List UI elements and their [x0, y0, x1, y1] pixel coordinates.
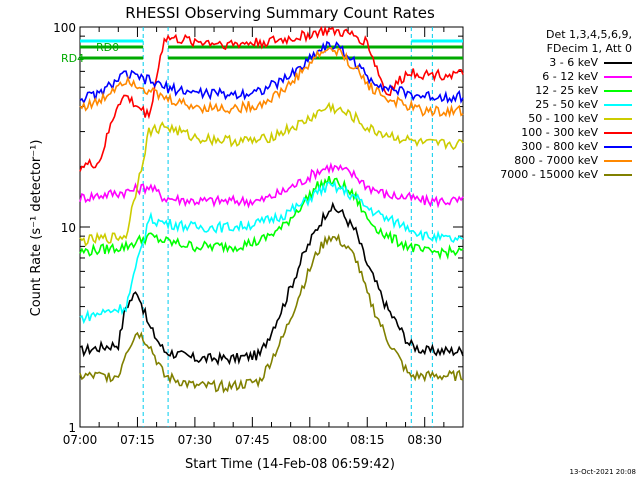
annotation-rd0: RD0	[96, 41, 119, 54]
y-tick-label: 10	[61, 221, 76, 235]
legend-item-label: 12 - 25 keV	[535, 84, 598, 97]
y-axis-label: Count Rate (s⁻¹ detector⁻¹)	[29, 140, 44, 317]
legend-items: 3 - 6 keV 6 - 12 keV 12 - 25 keV 25 - 50 ke…	[462, 56, 632, 182]
chart-title: RHESSI Observing Summary Count Rates	[125, 4, 435, 22]
plot-area: 1 10 100 07:00 07:15 07:30 07:45 08:00 08:15 08:3…	[53, 21, 464, 447]
series-line	[79, 201, 464, 366]
x-axis-label: Start Time (14-Feb-08 06:59:42)	[185, 457, 395, 472]
legend-item-label: 300 - 800 keV	[521, 140, 598, 153]
legend-item-swatch	[604, 146, 632, 148]
series-line	[79, 180, 464, 325]
legend-item: 50 - 100 keV	[462, 112, 632, 126]
annotation-rd4: RD4	[61, 52, 84, 65]
legend-item-label: 6 - 12 keV	[542, 70, 598, 83]
series-line	[79, 46, 464, 119]
x-tick-label: 07:15	[120, 433, 155, 447]
x-tick-label: 07:45	[235, 433, 270, 447]
y-tick-label: 100	[53, 21, 76, 35]
series-line	[79, 25, 464, 172]
legend-header-line-1: Det 1,3,4,5,6,9,	[545, 28, 632, 41]
series-line	[79, 233, 464, 394]
legend-item: 800 - 7000 keV	[462, 154, 632, 168]
legend-item: 3 - 6 keV	[462, 56, 632, 70]
legend-item: 25 - 50 keV	[462, 98, 632, 112]
legend-item-swatch	[604, 76, 632, 78]
legend-header-line-2: FDecim 1, Att 0	[546, 42, 632, 55]
legend-item: 7000 - 15000 keV	[462, 168, 632, 182]
x-tick-label: 08:15	[350, 433, 385, 447]
x-tick-label: 08:30	[407, 433, 442, 447]
legend-item-swatch	[604, 132, 632, 134]
legend-item-swatch	[604, 174, 632, 176]
series-line	[79, 101, 464, 247]
legend-item-swatch	[604, 90, 632, 92]
footnote-timestamp: 13-Oct-2021 20:08	[569, 468, 636, 476]
legend-item-swatch	[604, 104, 632, 106]
legend-item-swatch	[604, 118, 632, 120]
legend-item-swatch	[604, 62, 632, 64]
series-line	[79, 161, 464, 209]
legend-item: 12 - 25 keV	[462, 84, 632, 98]
legend-item-swatch	[604, 160, 632, 162]
legend-item: 100 - 300 keV	[462, 126, 632, 140]
legend-item: 6 - 12 keV	[462, 70, 632, 84]
legend-item-label: 25 - 50 keV	[535, 98, 598, 111]
legend-item-label: 100 - 300 keV	[521, 126, 598, 139]
legend-item-label: 50 - 100 keV	[528, 112, 598, 125]
legend-item-label: 7000 - 15000 keV	[500, 168, 598, 181]
legend-item-label: 3 - 6 keV	[549, 56, 598, 69]
chart-legend: Det 1,3,4,5,6,9, FDecim 1, Att 0 3 - 6 k…	[462, 28, 632, 182]
x-tick-label: 07:30	[178, 433, 213, 447]
legend-item: 300 - 800 keV	[462, 140, 632, 154]
x-tick-label: 08:00	[293, 433, 328, 447]
series-line	[79, 40, 464, 105]
y-tick-label: 1	[68, 421, 76, 435]
x-tick-label: 07:00	[63, 433, 98, 447]
legend-item-label: 800 - 7000 keV	[514, 154, 598, 167]
